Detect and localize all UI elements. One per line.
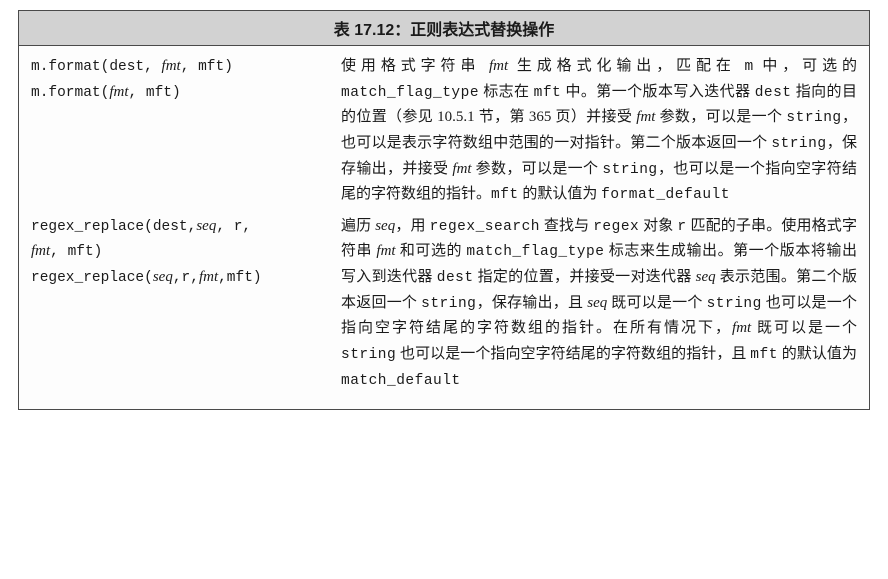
description-cell: 遍历 seq，用 regex_search 查找与 regex 对象 r 匹配的… xyxy=(341,214,857,393)
reference-table: 表 17.12：正则表达式替换操作 m.format(dest, fmt, mf… xyxy=(18,10,870,410)
table-caption: 表 17.12：正则表达式替换操作 xyxy=(19,11,869,46)
description-cell: 使用格式字符串 fmt 生成格式化输出，匹配在 m 中，可选的 match_fl… xyxy=(341,54,857,208)
table-body: m.format(dest, fmt, mft) m.format(fmt, m… xyxy=(19,46,869,409)
table-row: regex_replace(dest,seq, r, fmt, mft) reg… xyxy=(31,214,857,393)
signature-cell: m.format(dest, fmt, mft) m.format(fmt, m… xyxy=(31,54,341,208)
signature-cell: regex_replace(dest,seq, r, fmt, mft) reg… xyxy=(31,214,341,393)
table-row: m.format(dest, fmt, mft) m.format(fmt, m… xyxy=(31,54,857,208)
